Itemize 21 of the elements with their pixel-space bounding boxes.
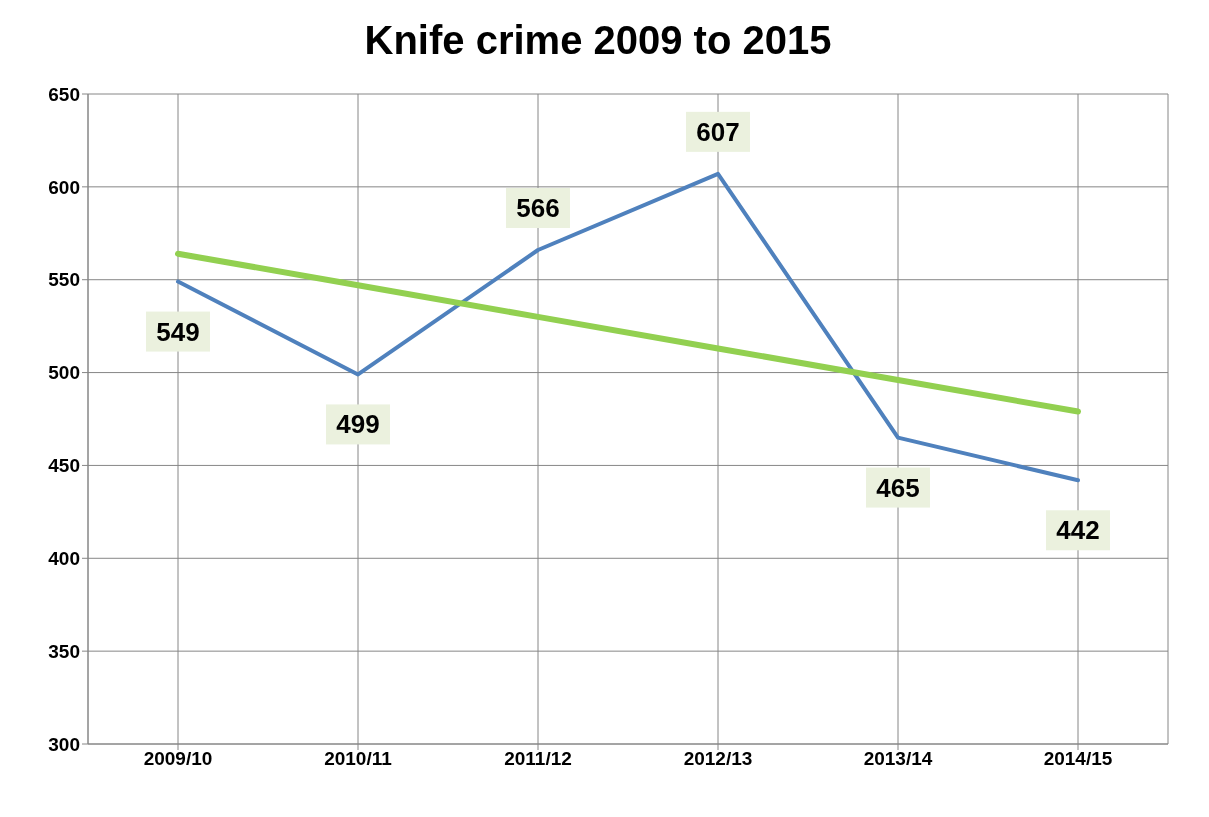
x-tick-label: 2011/12 [504, 748, 572, 770]
y-tick-label: 550 [48, 269, 80, 291]
data-label: 607 [696, 116, 740, 147]
y-tick-label: 650 [48, 83, 80, 105]
y-tick-label: 300 [48, 733, 80, 755]
data-label: 566 [516, 193, 560, 223]
y-tick-label: 350 [48, 640, 80, 662]
data-label: 499 [336, 409, 380, 440]
x-tick-label: 2013/14 [863, 748, 933, 770]
x-tick-label: 2012/13 [683, 748, 753, 770]
x-tick-label: 2009/10 [143, 748, 213, 770]
data-label: 442 [1056, 515, 1100, 546]
chart-title: Knife crime 2009 to 2015 [363, 17, 833, 64]
x-tick-label: 2014/15 [1043, 748, 1113, 770]
y-tick-label: 450 [48, 455, 80, 477]
y-tick-label: 500 [48, 362, 80, 384]
y-tick-label: 600 [48, 176, 80, 198]
data-label: 549 [156, 316, 200, 347]
y-tick-label: 400 [48, 548, 80, 570]
data-label: 465 [876, 472, 920, 503]
x-tick-label: 2010/11 [324, 748, 393, 770]
